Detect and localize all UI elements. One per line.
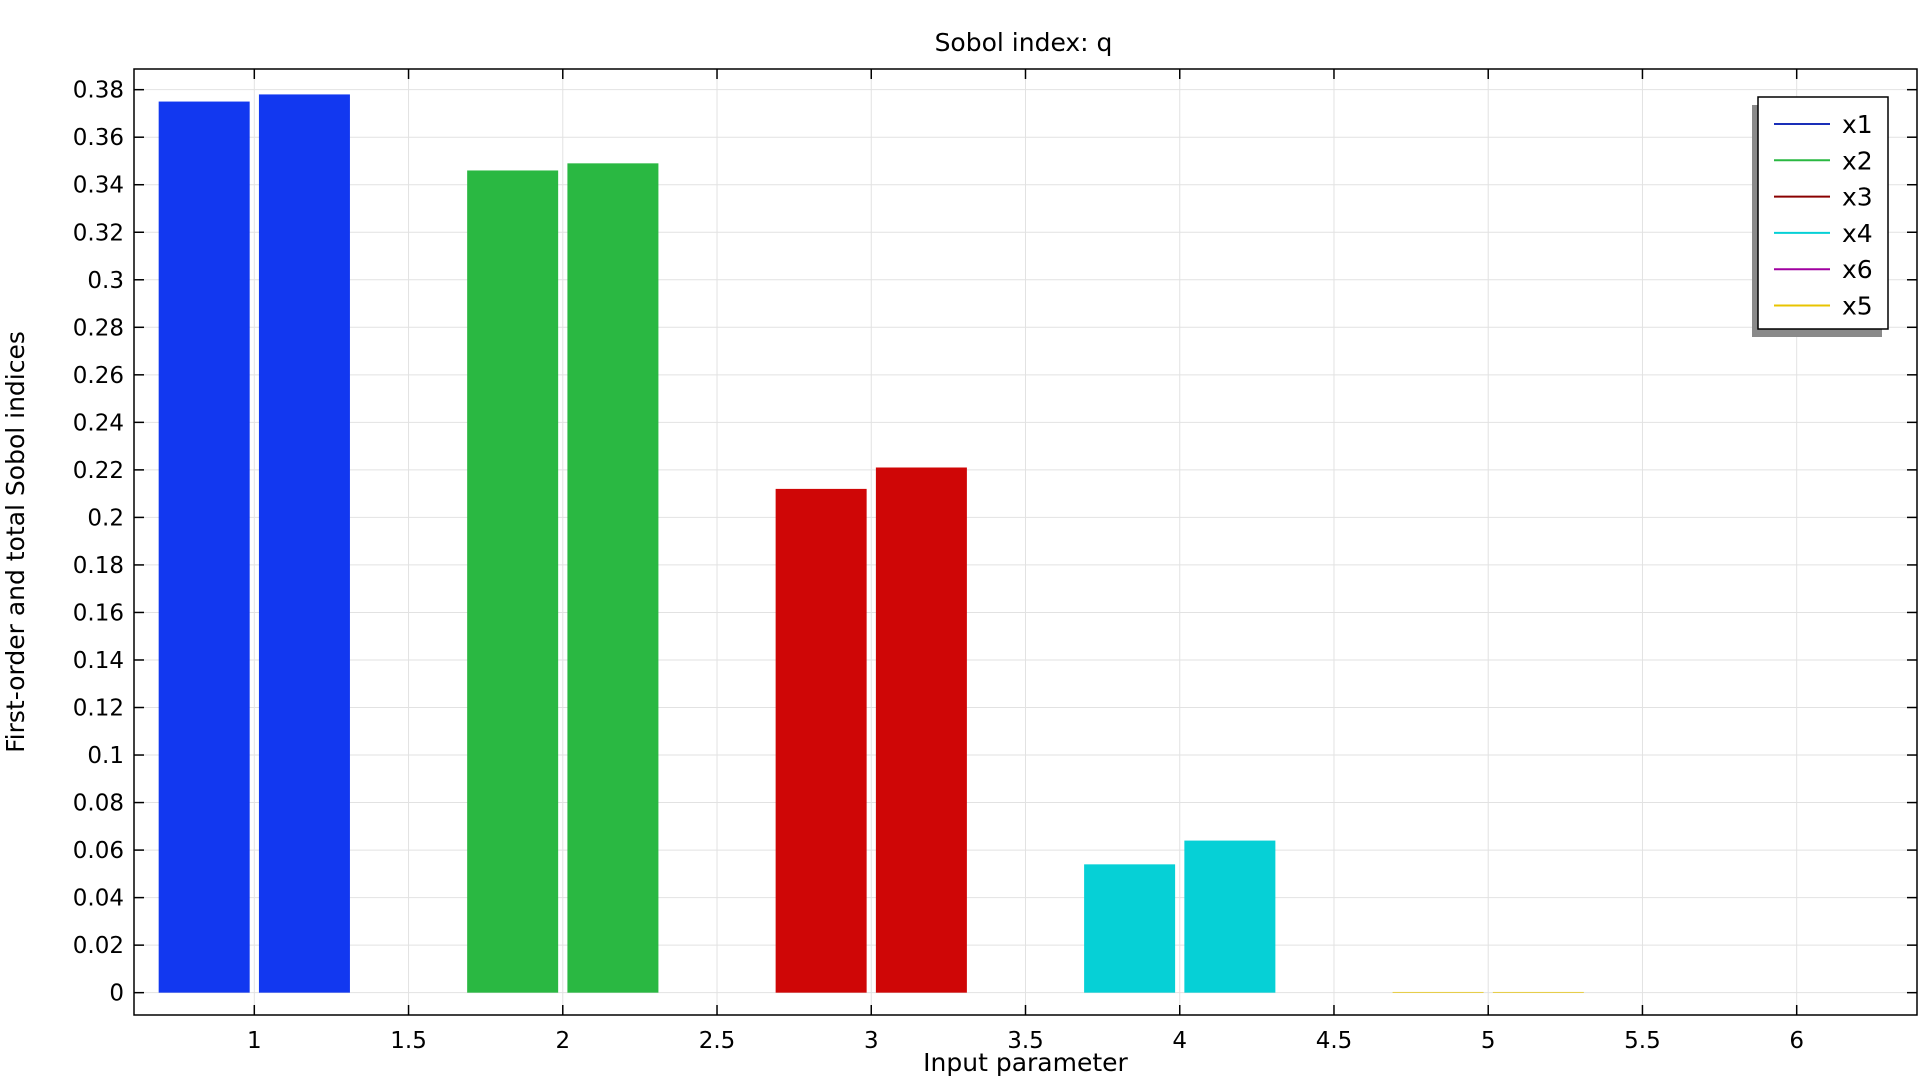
legend-box	[1757, 96, 1889, 330]
x-tick-label: 5	[1481, 1028, 1496, 1054]
y-tick-label: 0.22	[73, 458, 124, 484]
y-tick-label: 0.38	[73, 78, 124, 104]
y-tick-label: 0.14	[73, 648, 124, 674]
bar-x3-total	[875, 467, 967, 993]
chart-title: Sobol index: q	[935, 28, 1113, 57]
y-tick-label: 0	[109, 981, 124, 1007]
x-tick-label: 4	[1172, 1028, 1187, 1054]
y-tick-label: 0.36	[73, 125, 124, 151]
legend-entry-x4: x4	[1842, 219, 1873, 248]
legend-entry-x6: x6	[1842, 255, 1873, 284]
legend: x1 x2 x3 x4 x6 x5	[1752, 96, 1889, 337]
legend-entry-x1: x1	[1842, 110, 1873, 139]
y-axis-ticks: 0 0.02 0.04 0.06 0.08 0.1 0.12 0.14 0.16 0.18 0.2 0…	[73, 78, 1917, 1007]
bar-x5-first-order	[1392, 991, 1484, 993]
x-axis-ticks: 1 1.5 2 2.5 3 3.5 4 4.5 5 5.5 6	[247, 69, 1804, 1054]
bar-x1-total	[258, 94, 350, 993]
y-tick-label: 0.32	[73, 220, 124, 246]
bar-x4-first-order	[1084, 864, 1176, 993]
bar-x2-total	[567, 163, 659, 993]
y-tick-label: 0.1	[87, 743, 124, 769]
y-tick-label: 0.02	[73, 933, 124, 959]
y-tick-label: 0.26	[73, 363, 124, 389]
bar-x1-first-order	[158, 101, 250, 993]
x-tick-label: 1	[247, 1028, 262, 1054]
x-tick-label: 4.5	[1316, 1028, 1353, 1054]
x-tick-label: 3	[864, 1028, 879, 1054]
x-tick-label: 3.5	[1007, 1028, 1044, 1054]
y-tick-label: 0.08	[73, 791, 124, 817]
y-tick-label: 0.3	[87, 268, 124, 294]
x-tick-label: 2	[555, 1028, 570, 1054]
x-axis-title: Input parameter	[923, 1048, 1128, 1077]
bar-x5-total	[1492, 991, 1584, 993]
y-tick-label: 0.28	[73, 315, 124, 341]
y-tick-label: 0.16	[73, 600, 124, 626]
legend-entry-x5: x5	[1842, 292, 1873, 321]
bar-x3-first-order	[775, 488, 867, 993]
y-tick-label: 0.24	[73, 410, 124, 436]
y-tick-label: 0.06	[73, 838, 124, 864]
y-tick-label: 0.2	[87, 505, 124, 531]
x-tick-label: 5.5	[1624, 1028, 1661, 1054]
legend-entry-x3: x3	[1842, 183, 1873, 212]
bar-x4-total	[1184, 840, 1276, 993]
bar-x2-first-order	[467, 170, 559, 993]
legend-entry-x2: x2	[1842, 146, 1873, 175]
y-tick-label: 0.12	[73, 696, 124, 722]
x-tick-label: 6	[1789, 1028, 1804, 1054]
x-tick-label: 2.5	[699, 1028, 736, 1054]
y-tick-label: 0.18	[73, 553, 124, 579]
y-tick-label: 0.04	[73, 886, 124, 912]
bars	[158, 94, 1584, 993]
x-tick-label: 1.5	[390, 1028, 427, 1054]
y-axis-title: First-order and total Sobol indices	[1, 331, 30, 753]
grid-lines	[134, 69, 1917, 1015]
y-tick-label: 0.34	[73, 173, 124, 199]
